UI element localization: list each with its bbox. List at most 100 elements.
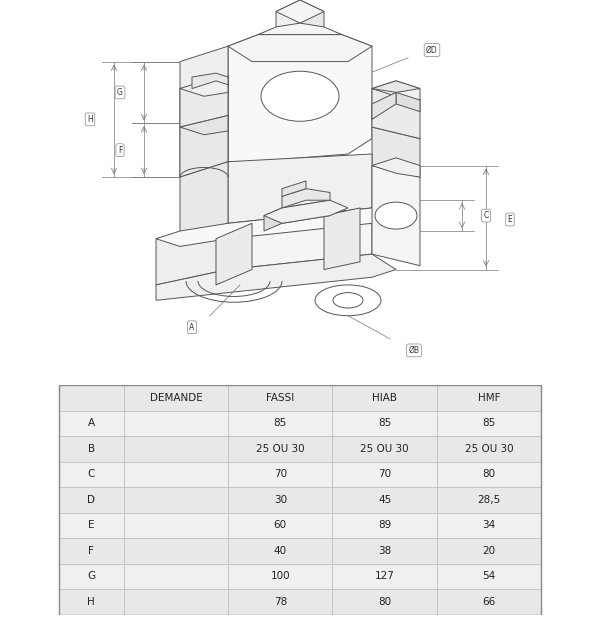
Text: E: E bbox=[88, 520, 95, 530]
Bar bbox=[59, 385, 541, 615]
Text: A: A bbox=[88, 419, 95, 428]
Text: 30: 30 bbox=[274, 495, 287, 505]
Bar bbox=[228, 564, 332, 589]
Text: C: C bbox=[88, 469, 95, 479]
Polygon shape bbox=[372, 166, 420, 266]
Bar bbox=[437, 589, 541, 615]
Polygon shape bbox=[282, 189, 330, 208]
Text: H: H bbox=[88, 597, 95, 607]
Bar bbox=[59, 487, 124, 513]
Polygon shape bbox=[180, 77, 228, 127]
Text: B: B bbox=[88, 444, 95, 454]
Ellipse shape bbox=[333, 292, 363, 308]
Polygon shape bbox=[372, 127, 420, 177]
Polygon shape bbox=[192, 73, 228, 89]
Text: H: H bbox=[87, 115, 93, 124]
Bar bbox=[437, 461, 541, 487]
Polygon shape bbox=[216, 224, 252, 285]
Text: 85: 85 bbox=[378, 419, 391, 428]
Text: C: C bbox=[484, 211, 488, 220]
Ellipse shape bbox=[315, 285, 381, 315]
Text: ØD: ØD bbox=[426, 45, 438, 55]
Bar bbox=[59, 385, 124, 410]
Text: 70: 70 bbox=[274, 469, 287, 479]
Bar bbox=[332, 461, 437, 487]
Text: 85: 85 bbox=[482, 419, 496, 428]
Text: 60: 60 bbox=[274, 520, 287, 530]
Text: 20: 20 bbox=[482, 546, 496, 556]
Bar bbox=[228, 487, 332, 513]
Bar bbox=[228, 410, 332, 436]
Ellipse shape bbox=[261, 71, 339, 121]
Text: 78: 78 bbox=[274, 597, 287, 607]
Bar bbox=[437, 538, 541, 564]
Text: D: D bbox=[88, 495, 95, 505]
Bar bbox=[124, 487, 228, 513]
Polygon shape bbox=[372, 81, 420, 93]
Polygon shape bbox=[228, 35, 372, 61]
Ellipse shape bbox=[375, 202, 417, 229]
Bar bbox=[124, 461, 228, 487]
Text: F: F bbox=[88, 546, 94, 556]
Text: 54: 54 bbox=[482, 571, 496, 581]
Polygon shape bbox=[258, 23, 300, 58]
Text: 70: 70 bbox=[378, 469, 391, 479]
Polygon shape bbox=[156, 208, 396, 247]
Polygon shape bbox=[180, 116, 228, 135]
Bar bbox=[59, 564, 124, 589]
Text: HIAB: HIAB bbox=[372, 393, 397, 403]
Polygon shape bbox=[372, 93, 396, 119]
Text: 45: 45 bbox=[378, 495, 391, 505]
Bar bbox=[332, 564, 437, 589]
Text: 80: 80 bbox=[378, 597, 391, 607]
Bar bbox=[124, 564, 228, 589]
Bar bbox=[59, 589, 124, 615]
Polygon shape bbox=[276, 0, 300, 46]
Bar bbox=[59, 513, 124, 538]
Text: 85: 85 bbox=[274, 419, 287, 428]
Bar bbox=[59, 461, 124, 487]
Bar bbox=[228, 538, 332, 564]
Bar bbox=[332, 487, 437, 513]
Bar bbox=[332, 589, 437, 615]
Text: 89: 89 bbox=[378, 520, 391, 530]
Bar bbox=[437, 487, 541, 513]
Bar bbox=[228, 385, 332, 410]
Polygon shape bbox=[228, 35, 372, 161]
Polygon shape bbox=[282, 200, 330, 224]
Text: DEMANDE: DEMANDE bbox=[149, 393, 202, 403]
Text: G: G bbox=[117, 88, 123, 97]
Polygon shape bbox=[264, 208, 282, 231]
Text: HMF: HMF bbox=[478, 393, 500, 403]
Bar bbox=[332, 436, 437, 461]
Bar bbox=[59, 410, 124, 436]
Polygon shape bbox=[276, 0, 324, 23]
Bar bbox=[59, 436, 124, 461]
Text: 66: 66 bbox=[482, 597, 496, 607]
Polygon shape bbox=[372, 89, 420, 138]
Text: 25 OU 30: 25 OU 30 bbox=[256, 444, 305, 454]
Polygon shape bbox=[264, 200, 348, 224]
Polygon shape bbox=[228, 154, 372, 224]
Polygon shape bbox=[300, 0, 324, 46]
Bar bbox=[332, 538, 437, 564]
Bar bbox=[228, 513, 332, 538]
Polygon shape bbox=[156, 224, 228, 285]
Text: 25 OU 30: 25 OU 30 bbox=[360, 444, 409, 454]
Bar bbox=[124, 385, 228, 410]
Bar bbox=[437, 385, 541, 410]
Text: 80: 80 bbox=[482, 469, 496, 479]
Bar bbox=[228, 436, 332, 461]
Bar bbox=[437, 564, 541, 589]
Polygon shape bbox=[372, 158, 420, 177]
Text: 100: 100 bbox=[271, 571, 290, 581]
Bar bbox=[228, 589, 332, 615]
Bar bbox=[437, 410, 541, 436]
Polygon shape bbox=[180, 46, 228, 177]
Text: F: F bbox=[118, 146, 122, 155]
Bar bbox=[437, 436, 541, 461]
Text: 38: 38 bbox=[378, 546, 391, 556]
Bar bbox=[332, 513, 437, 538]
Polygon shape bbox=[324, 208, 360, 270]
Polygon shape bbox=[180, 116, 228, 177]
